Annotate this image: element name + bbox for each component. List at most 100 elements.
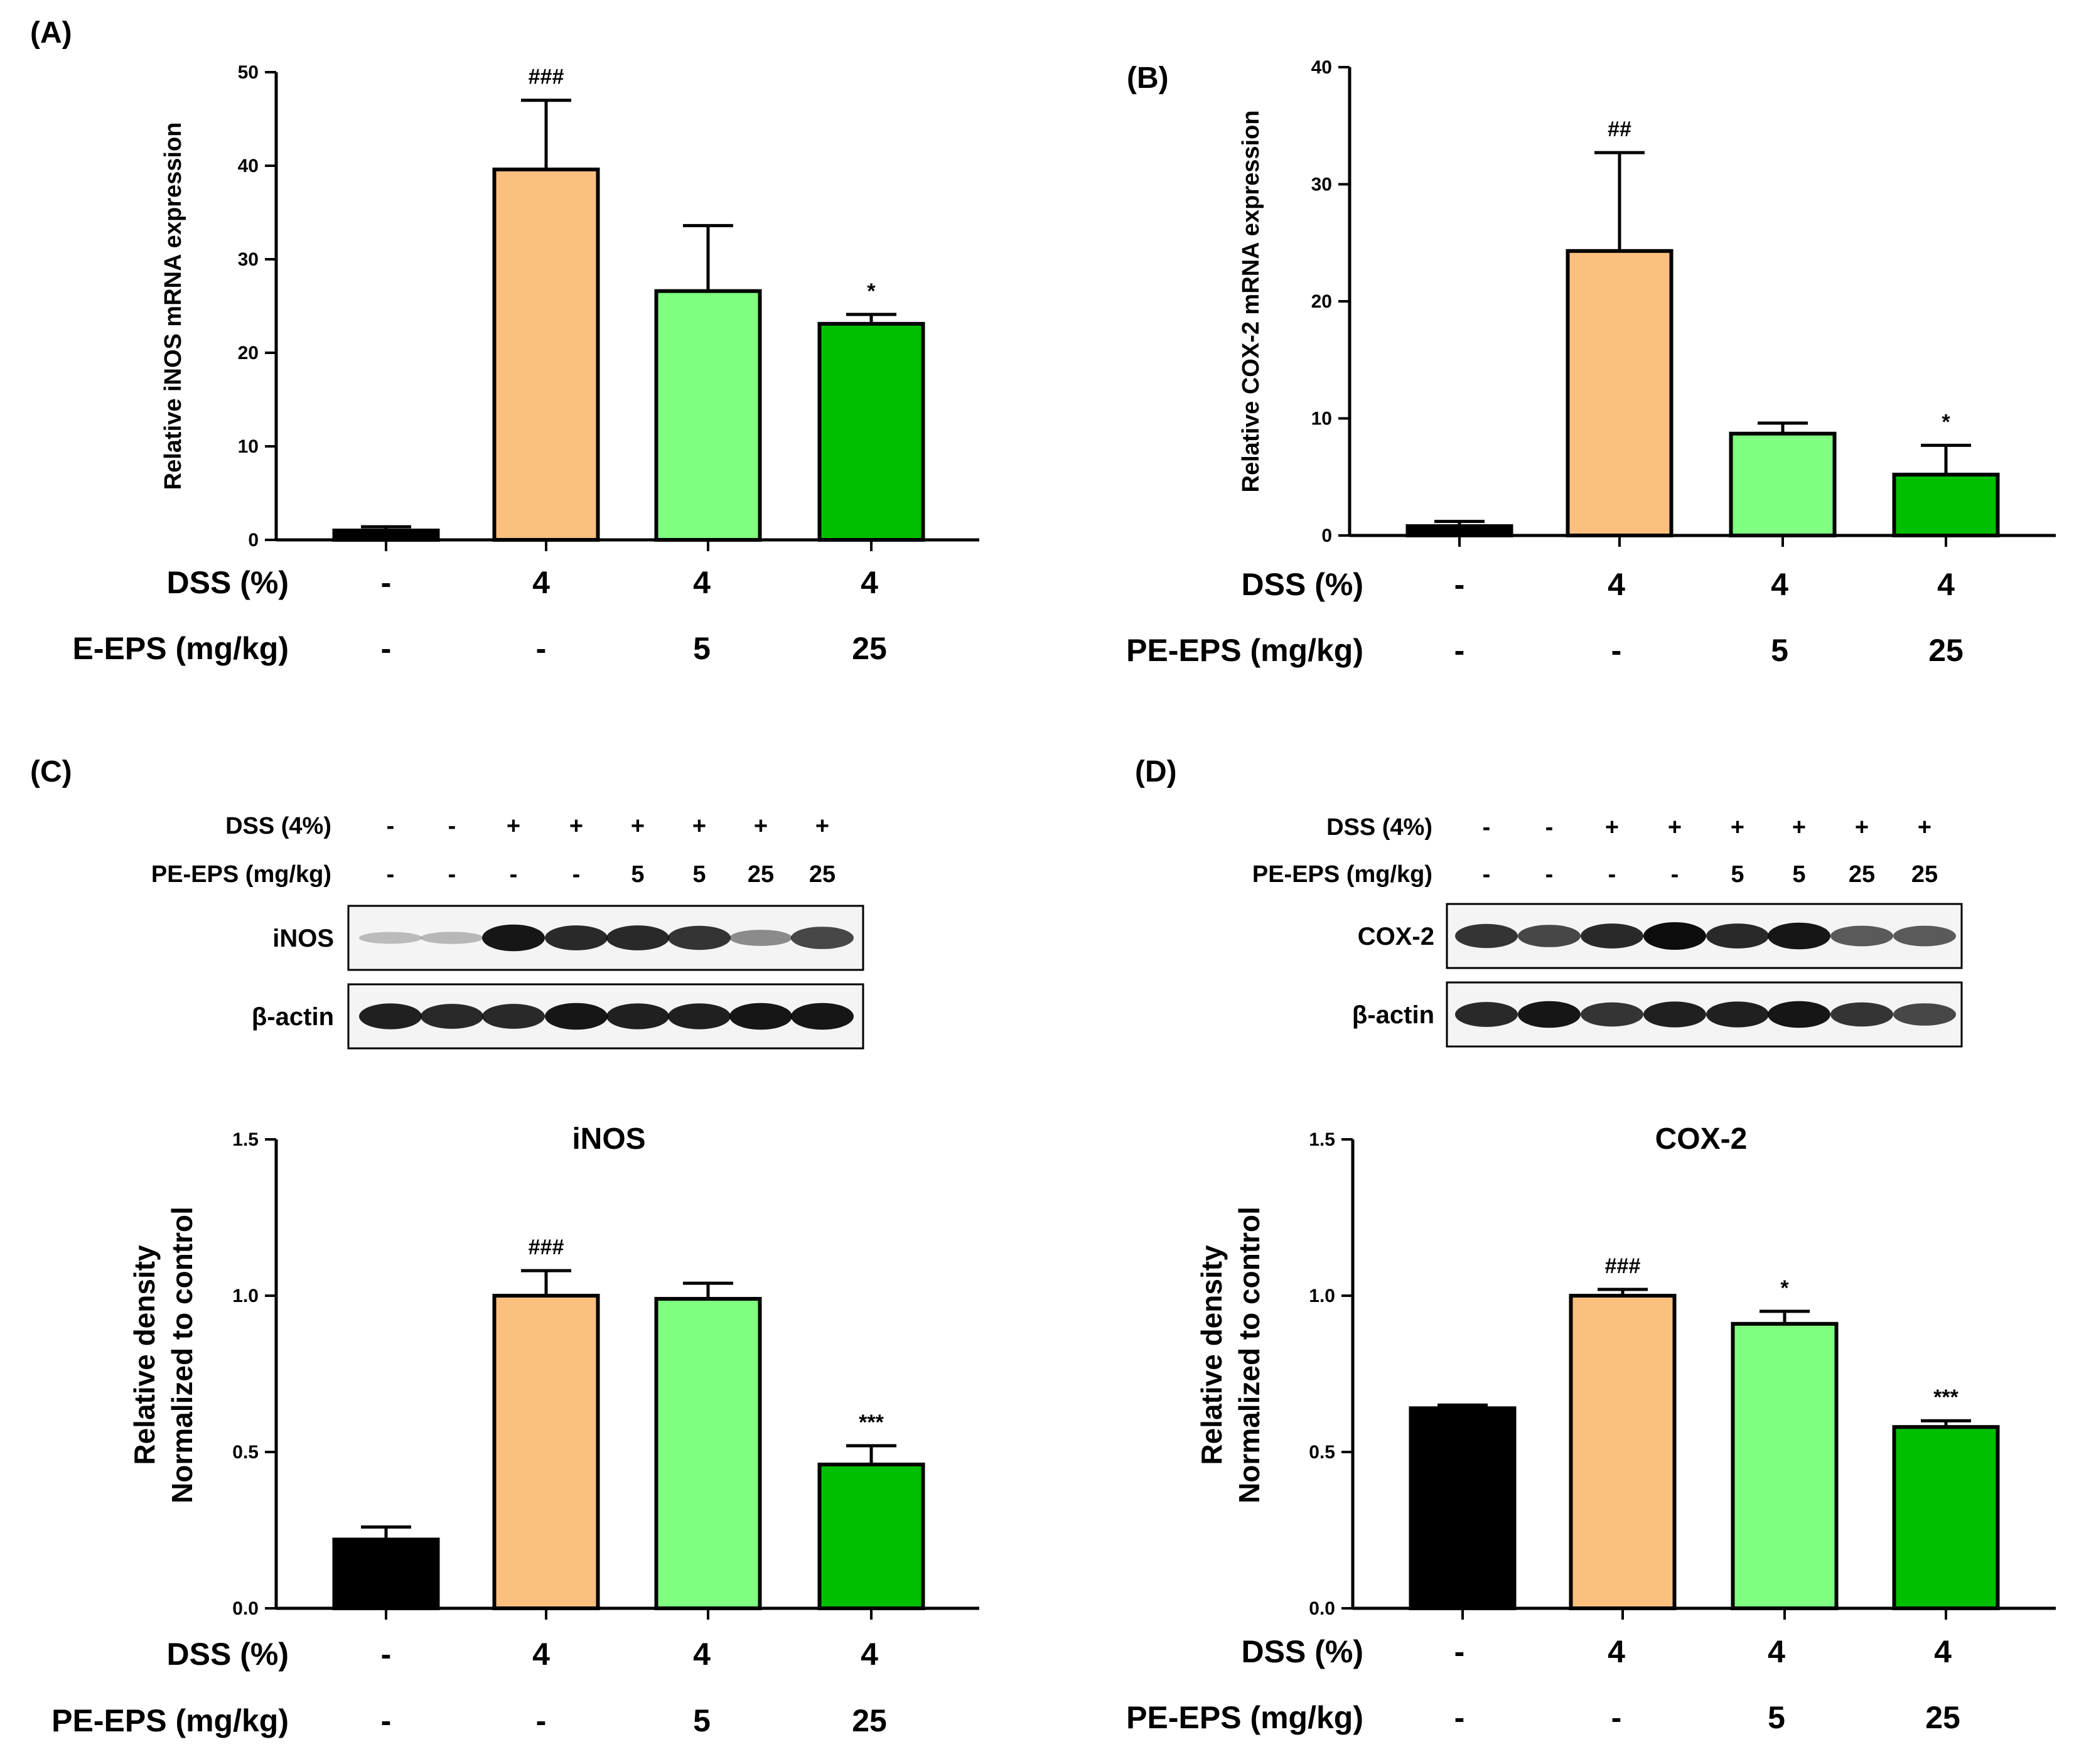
blot-band [668, 1003, 731, 1030]
blot-band [421, 1004, 483, 1029]
treatment-value: - [381, 631, 392, 666]
blot-band [1893, 925, 1956, 947]
treatment-value: - [1454, 567, 1465, 602]
treatment-value: 4 [861, 565, 878, 600]
blot-band [1455, 1002, 1518, 1027]
treatment-row-label: DSS (%) [167, 565, 289, 600]
bar-low-dose [654, 1296, 762, 1610]
blot-lane-value: + [815, 813, 829, 839]
blot-lane-value: 25 [1911, 861, 1938, 888]
treatment-row-label: DSS (%) [1242, 1634, 1363, 1669]
chart-title: COX-2 [1655, 1122, 1748, 1156]
blot-band [1830, 925, 1893, 947]
y-tick-label: 10 [238, 436, 259, 457]
panel-d-western-blot: DSS (4%) - - + + + + + + PE-EPS (mg/kg) - - - - 5 5 25 25… [1252, 814, 1963, 1048]
y-tick-label: 0 [1321, 525, 1332, 546]
blot-band [545, 1003, 608, 1030]
blot-band [482, 1004, 545, 1029]
treatment-row-label: PE-EPS (mg/kg) [51, 1703, 289, 1738]
blot-lane-value: - [1483, 861, 1491, 888]
blot-lane-value: - [1545, 861, 1554, 888]
treatment-value: 4 [1937, 567, 1955, 602]
panel-c-western-blot: DSS (4%) - - + + + + + + PE-EPS (mg/kg) - - - - 5 5 25 25… [151, 813, 864, 1050]
treatment-value: 4 [532, 565, 550, 600]
blot-lane-value: 5 [1731, 861, 1744, 888]
blot-lane-value: - [387, 861, 395, 888]
y-tick-label: 10 [1311, 409, 1332, 429]
treatment-value: 4 [1608, 567, 1625, 602]
blot-band [1830, 1002, 1893, 1027]
blot-band [421, 932, 483, 944]
y-tick-label: 1.5 [1309, 1129, 1335, 1150]
bar-control [332, 1537, 440, 1610]
blot-lane-value: 25 [1849, 861, 1875, 888]
blot-band [1706, 1001, 1769, 1028]
treatment-value: - [381, 1703, 392, 1738]
treatment-value: 5 [693, 1703, 711, 1738]
blot-band [729, 1003, 792, 1030]
y-axis-label-line: Normalized to control [166, 1207, 198, 1503]
blot-band [359, 1003, 422, 1030]
bar-low-dose [1729, 431, 1837, 537]
treatment-value: 5 [693, 631, 711, 666]
bar-control [1405, 524, 1513, 538]
treatment-value: 25 [1925, 1700, 1960, 1735]
blot-band-label: iNOS [272, 925, 334, 952]
blot-lane-value: - [572, 861, 581, 888]
treatment-value: 4 [693, 565, 711, 600]
significance-label: *** [1933, 1385, 1958, 1409]
blot-header-label: PE-EPS (mg/kg) [151, 861, 331, 888]
blot-lane-value: + [631, 813, 645, 839]
blot-lane-value: + [1605, 814, 1619, 841]
blot-lane-value: + [692, 813, 706, 839]
bar-dss [492, 167, 600, 542]
y-tick-label: 0 [248, 530, 259, 551]
treatment-value: 4 [1771, 567, 1788, 602]
blot-lane-value: + [1792, 814, 1806, 841]
panel-d-chart: (D) COX-2 0.0 0.5 1.0 1.5 Relative density Norm… [1126, 755, 2056, 1735]
treatment-value: 25 [1928, 633, 1964, 668]
significance-label: ### [529, 65, 564, 89]
blot-band [1455, 923, 1518, 949]
y-tick-label: 40 [238, 156, 259, 176]
treatment-row-label: E-EPS (mg/kg) [73, 631, 289, 666]
y-tick-label: 1.5 [232, 1129, 259, 1150]
blot-lane-value: 25 [809, 861, 836, 888]
blot-band [791, 1003, 854, 1030]
treatment-value: - [1454, 633, 1465, 668]
significance-label: * [867, 279, 876, 303]
y-tick-label: 1.0 [232, 1286, 259, 1306]
chart-title: iNOS [572, 1122, 645, 1156]
bar-high-dose [1892, 473, 2000, 538]
treatment-value: 4 [1934, 1634, 1952, 1669]
blot-band [1643, 1001, 1706, 1028]
treatment-value: - [1611, 1700, 1622, 1735]
treatment-value: - [381, 1637, 392, 1672]
blot-band-label: β-actin [1352, 1001, 1434, 1029]
significance-label: * [1780, 1276, 1789, 1300]
y-tick-label: 0.0 [1309, 1598, 1335, 1619]
blot-band [1581, 1002, 1643, 1027]
bar-low-dose [654, 289, 762, 542]
bar-dss [1566, 249, 1674, 537]
blot-lane-value: 5 [631, 861, 644, 888]
blot-band [729, 930, 792, 946]
treatment-value: 4 [861, 1637, 878, 1672]
treatment-value: - [1454, 1700, 1465, 1735]
blot-lane-value: - [1671, 861, 1679, 888]
blot-lane-value: + [1668, 814, 1682, 841]
y-tick-label: 0.0 [232, 1598, 259, 1619]
treatment-value: 5 [1768, 1700, 1785, 1735]
bar-control [1409, 1406, 1517, 1611]
treatment-value: - [536, 1703, 547, 1738]
panel-c-chart: (C) iNOS 0.0 0.5 1.0 1.5 Relative density Norma… [30, 755, 979, 1738]
blot-band [791, 927, 854, 949]
blot-band [1643, 922, 1706, 950]
y-tick-label: 20 [238, 343, 259, 363]
blot-header-label: PE-EPS (mg/kg) [1252, 861, 1432, 888]
significance-label: * [1942, 410, 1950, 434]
blot-lane-value: - [1608, 861, 1616, 888]
treatment-value: - [1611, 633, 1622, 668]
treatment-row-label: PE-EPS (mg/kg) [1126, 633, 1363, 668]
